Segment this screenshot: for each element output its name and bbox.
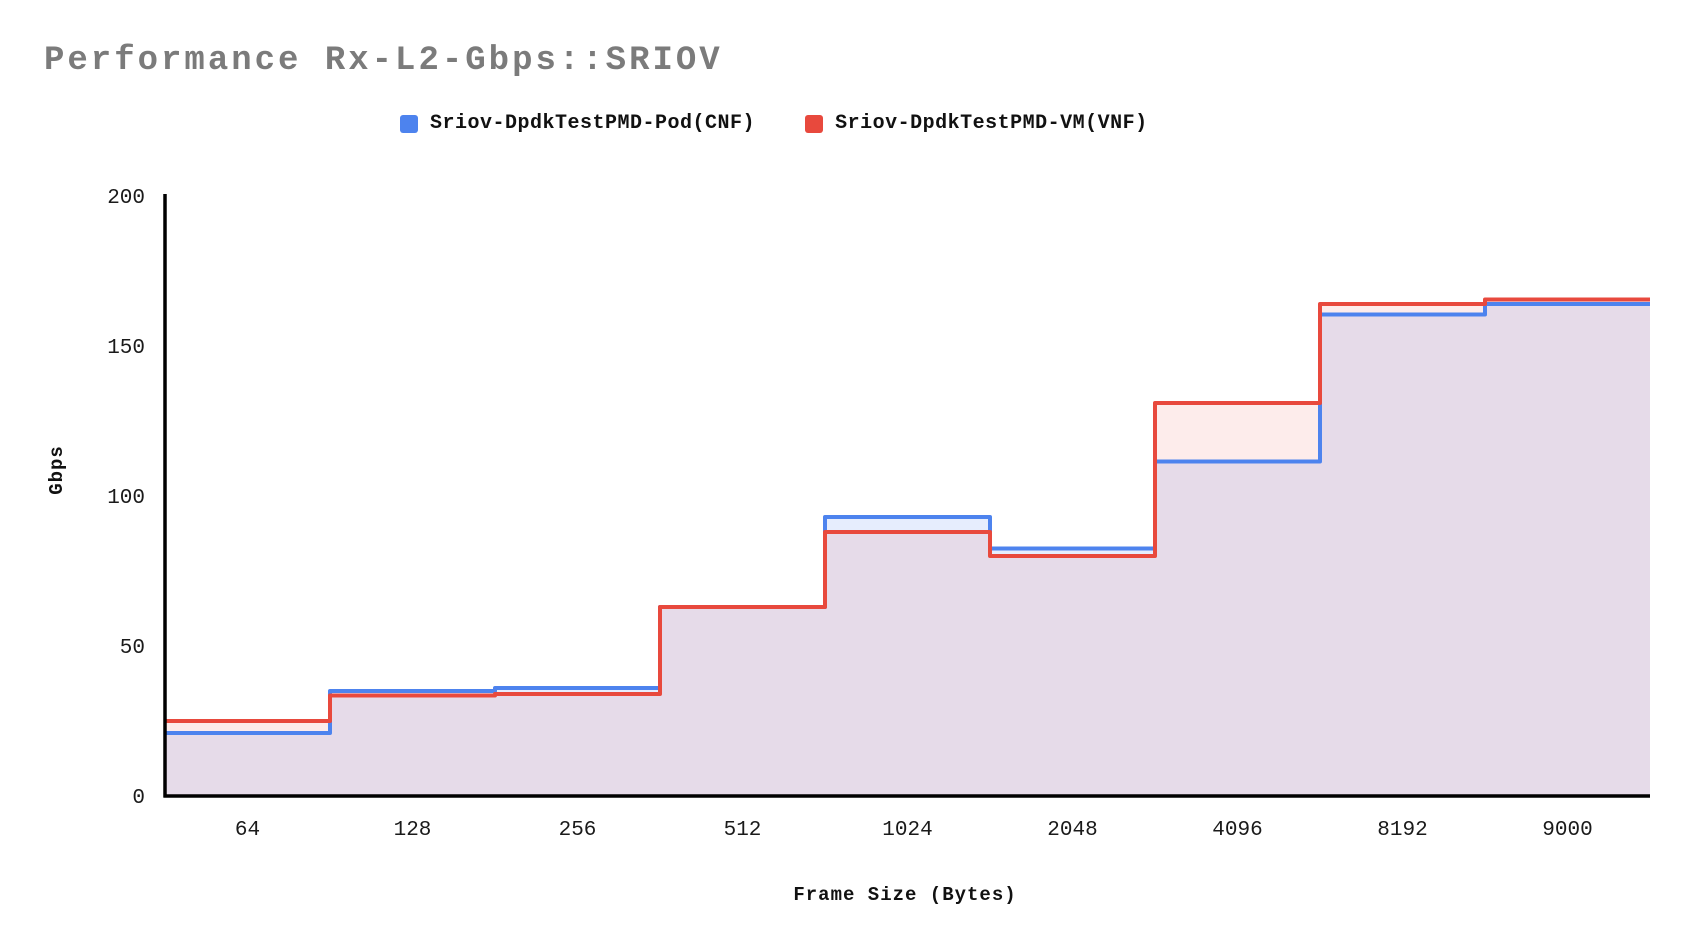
legend-swatch-vm-vnf-icon [805,114,824,133]
legend-item-pod-cnf: Sriov-DpdkTestPMD-Pod(CNF) [400,112,755,135]
x-tick-label: 128 [394,819,432,842]
x-tick-label: 256 [559,819,597,842]
series-1-area [165,299,1650,796]
chart-title: Performance Rx-L2-Gbps::SRIOV [44,42,723,80]
x-tick-label: 8192 [1377,819,1427,842]
x-tick-label: 4096 [1212,819,1262,842]
legend-swatch-pod-cnf-icon [400,114,418,133]
x-tick-label: 9000 [1542,819,1592,842]
x-tick-label: 1024 [882,819,932,842]
x-axis-title: Frame Size (Bytes) [793,884,1017,906]
series-0-area [165,304,1650,796]
legend-label-pod-cnf: Sriov-DpdkTestPMD-Pod(CNF) [430,112,756,135]
y-tick-label: 200 [107,187,145,210]
series-0-line [165,302,1650,735]
y-tick-label: 150 [107,337,145,360]
x-tick-label: 2048 [1047,819,1097,842]
x-tick-label: 512 [724,819,762,842]
series-1-line [165,297,1650,723]
legend-item-vm-vnf: Sriov-DpdkTestPMD-VM(VNF) [805,112,1148,135]
y-tick-label: 0 [132,787,145,810]
legend: Sriov-DpdkTestPMD-Pod(CNF) Sriov-DpdkTes… [400,112,1148,135]
x-tick-label: 64 [235,819,260,842]
y-tick-label: 100 [107,487,145,510]
legend-label-vm-vnf: Sriov-DpdkTestPMD-VM(VNF) [835,112,1148,135]
y-tick-label: 50 [120,637,145,660]
